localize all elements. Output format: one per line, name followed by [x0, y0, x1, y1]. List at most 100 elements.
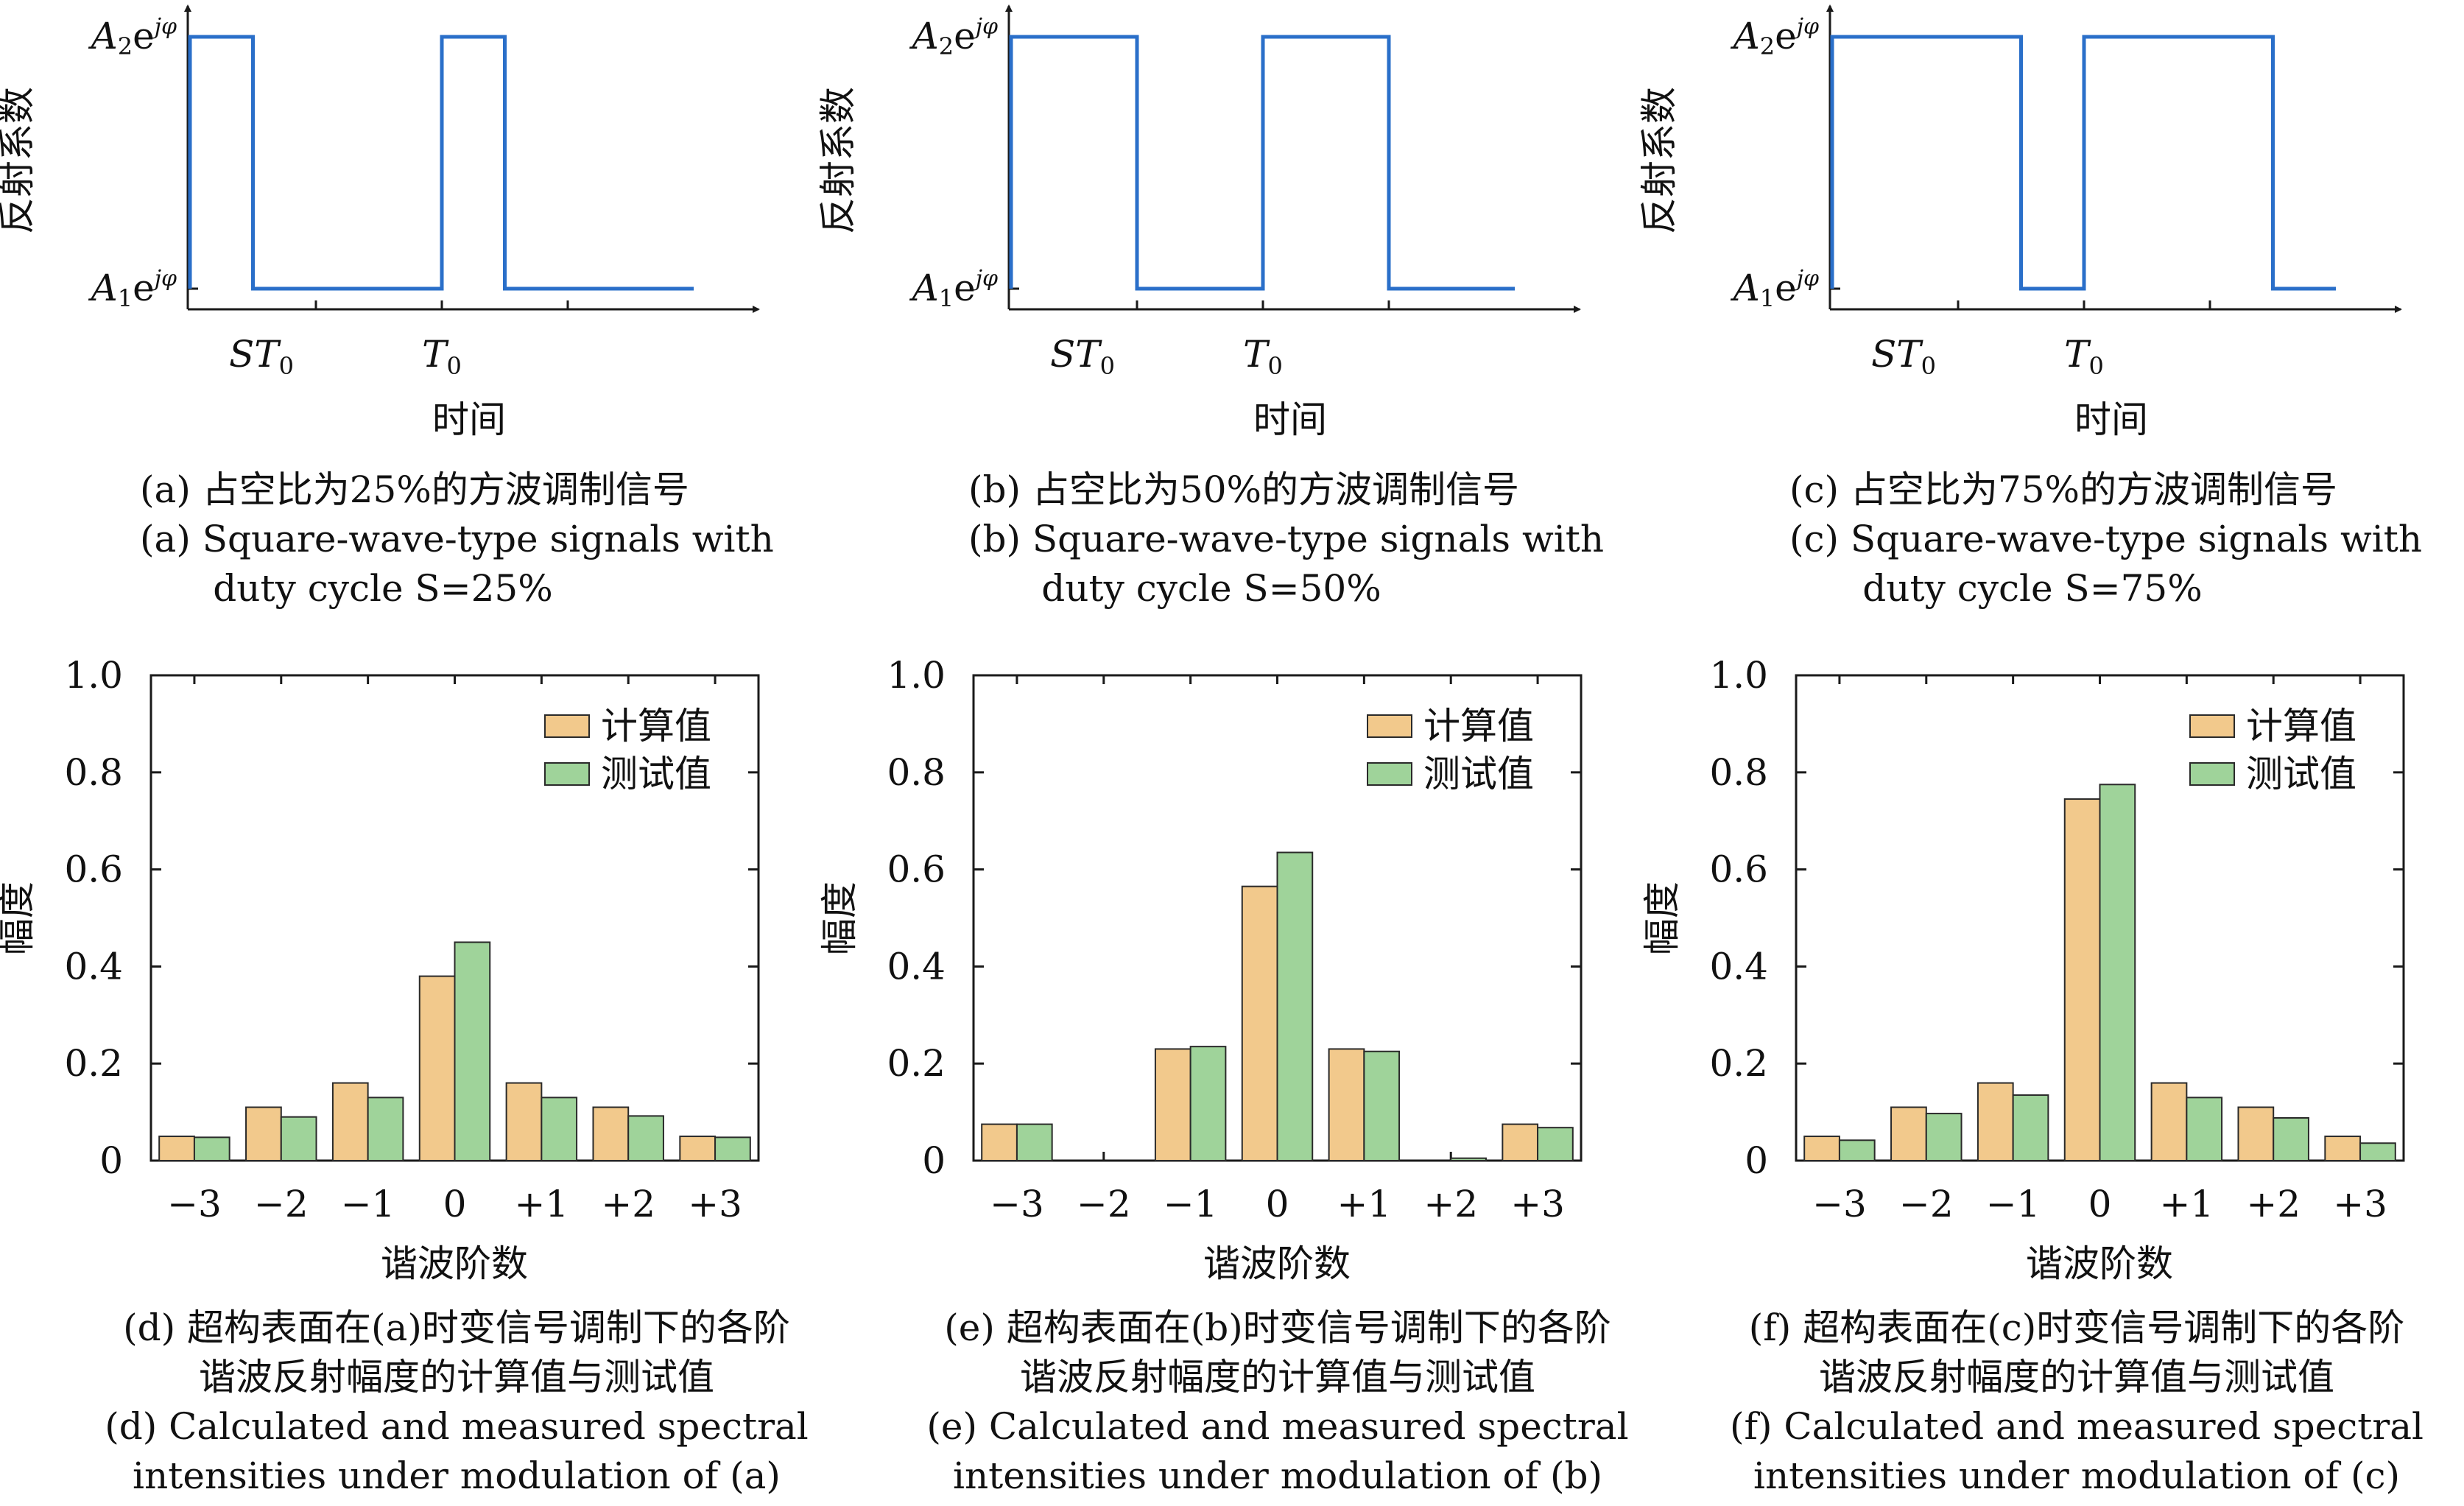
- bar-calculated-2: [331, 1082, 369, 1162]
- caption-d-en-2: intensities under modulation of (a): [133, 1454, 781, 1497]
- y-tick-label: 0.4: [64, 945, 123, 988]
- signal-x-tick-label-t0: T0: [422, 333, 462, 380]
- signal-y-tick-label-high: A2ejφ: [909, 14, 998, 60]
- caption-e-cn-2: 谐波反射幅度的计算值与测试值: [1020, 1356, 1535, 1398]
- y-axis-label: 幅度: [0, 882, 38, 955]
- y-tick-label: 0.8: [1709, 751, 1768, 794]
- caption-a-cn: (a) 占空比为25%的方波调制信号: [140, 468, 689, 511]
- x-tick-label: −3: [1812, 1183, 1867, 1225]
- caption-f-cn-2: 谐波反射幅度的计算值与测试值: [1819, 1356, 2334, 1398]
- bar-calculated-1: [1890, 1106, 1927, 1162]
- bar-measured-2: [367, 1097, 404, 1161]
- caption-b-en-2: duty cycle S=50%: [1041, 567, 1381, 610]
- bar-measured-0: [193, 1136, 230, 1162]
- bar-measured-3: [2099, 784, 2136, 1162]
- caption-a: (a) 占空比为25%的方波调制信号 (a) Square-wave-type …: [140, 465, 774, 613]
- caption-c-en-1: (c) Square-wave-type signals with: [1789, 518, 2423, 560]
- legend-swatch-calculated: [1367, 714, 1412, 738]
- legend-swatch-calculated: [544, 714, 590, 738]
- caption-a-en-1: (a) Square-wave-type signals with: [140, 518, 774, 560]
- bar-calculated-0: [1803, 1136, 1840, 1162]
- caption-b-cn: (b) 占空比为50%的方波调制信号: [968, 468, 1520, 511]
- legend-swatch-measured: [1367, 762, 1412, 786]
- signal-y-axis-label: 反射系数: [1638, 87, 1680, 234]
- y-tick-label: 1.0: [64, 654, 123, 697]
- bar-measured-5: [2273, 1117, 2309, 1162]
- y-tick-label: 0: [922, 1139, 946, 1182]
- caption-f-cn-1: (f) 超构表面在(c)时变信号调制下的各阶: [1748, 1306, 2405, 1349]
- legend-label-calculated: 计算值: [1423, 705, 1534, 747]
- y-tick-label: 0: [99, 1139, 123, 1182]
- bar-calculated-4: [2150, 1082, 2188, 1162]
- caption-b: (b) 占空比为50%的方波调制信号 (b) Square-wave-type …: [968, 465, 1604, 613]
- caption-d-cn-2: 谐波反射幅度的计算值与测试值: [199, 1356, 714, 1398]
- x-axis-label: 谐波阶数: [2026, 1242, 2173, 1285]
- signal-y-tick-label-low: A1ejφ: [1731, 266, 1819, 312]
- legend-swatch-measured: [544, 762, 590, 786]
- bar-measured-0: [1838, 1139, 1876, 1162]
- legend-swatch-measured: [2189, 762, 2235, 786]
- x-tick-label: −2: [1899, 1183, 1954, 1225]
- x-tick-label: +1: [2159, 1183, 2214, 1225]
- y-tick-label: 0.2: [64, 1042, 123, 1085]
- x-tick-label: +1: [514, 1183, 569, 1225]
- caption-e: (e) 超构表面在(b)时变信号调制下的各阶 谐波反射幅度的计算值与测试值 (e…: [895, 1303, 1661, 1501]
- x-tick-label: 0: [1266, 1183, 1289, 1225]
- x-tick-label: −2: [254, 1183, 309, 1225]
- signal-x-tick-label-st0: ST0: [229, 333, 294, 380]
- bar-measured-2: [2012, 1094, 2049, 1162]
- bar-calculated-5: [2237, 1106, 2275, 1162]
- signal-x-tick-label-t0: T0: [1243, 333, 1283, 380]
- x-axis-label: 谐波阶数: [381, 1242, 528, 1285]
- caption-f-en-1: (f) Calculated and measured spectral: [1729, 1405, 2424, 1448]
- x-tick-label: −3: [167, 1183, 222, 1225]
- y-tick-label: 0.2: [1709, 1042, 1768, 1085]
- caption-e-en-2: intensities under modulation of (b): [952, 1454, 1603, 1497]
- bar-calculated-1: [245, 1106, 282, 1162]
- signal-line-a: [188, 35, 694, 291]
- caption-d: (d) 超构表面在(a)时变信号调制下的各阶 谐波反射幅度的计算值与测试值 (d…: [74, 1303, 839, 1501]
- y-tick-label: 0.4: [1709, 945, 1768, 988]
- bar-calculated-4: [1328, 1048, 1365, 1162]
- y-tick-label: 0.4: [887, 945, 946, 988]
- caption-e-en-1: (e) Calculated and measured spectral: [926, 1405, 1629, 1448]
- y-tick-label: 1.0: [1709, 654, 1768, 697]
- x-tick-label: +2: [601, 1183, 655, 1225]
- x-tick-label: +3: [2333, 1183, 2387, 1225]
- y-axis-label: 幅度: [1641, 882, 1683, 955]
- x-tick-label: −1: [1164, 1183, 1218, 1225]
- x-tick-label: −3: [990, 1183, 1044, 1225]
- x-tick-label: +3: [688, 1183, 742, 1225]
- y-tick-label: 0.2: [887, 1042, 946, 1085]
- caption-d-cn-1: (d) 超构表面在(a)时变信号调制下的各阶: [123, 1306, 790, 1349]
- bar-measured-3: [454, 941, 491, 1161]
- bar-calculated-6: [1502, 1123, 1539, 1161]
- signal-line-c: [1830, 35, 2336, 291]
- y-tick-label: 0.6: [887, 848, 946, 891]
- legend-swatch-calculated: [2189, 714, 2235, 738]
- bar-calculated-2: [1154, 1048, 1191, 1162]
- bar-calculated-3: [418, 975, 456, 1161]
- y-tick-label: 0: [1745, 1139, 1768, 1182]
- signal-x-tick-label-st0: ST0: [1050, 333, 1115, 380]
- bar-measured-5: [627, 1115, 664, 1161]
- caption-e-cn-1: (e) 超构表面在(b)时变信号调制下的各阶: [944, 1306, 1611, 1349]
- bar-calculated-0: [158, 1136, 195, 1162]
- bar-calculated-4: [505, 1082, 543, 1162]
- signal-x-tick-label-st0: ST0: [1871, 333, 1936, 380]
- bar-measured-0: [1015, 1123, 1053, 1161]
- bar-measured-6: [2359, 1142, 2396, 1161]
- signal-y-tick-label-high: A2ejφ: [1731, 14, 1819, 60]
- x-tick-label: −2: [1077, 1183, 1131, 1225]
- signal-line-b: [1009, 35, 1515, 291]
- legend-label-measured: 测试值: [2246, 753, 2356, 795]
- signal-x-axis-label: 时间: [2074, 398, 2148, 441]
- signal-y-axis-label: 反射系数: [817, 87, 859, 234]
- legend-label-measured: 测试值: [601, 753, 711, 795]
- legend-label-calculated: 计算值: [601, 705, 711, 747]
